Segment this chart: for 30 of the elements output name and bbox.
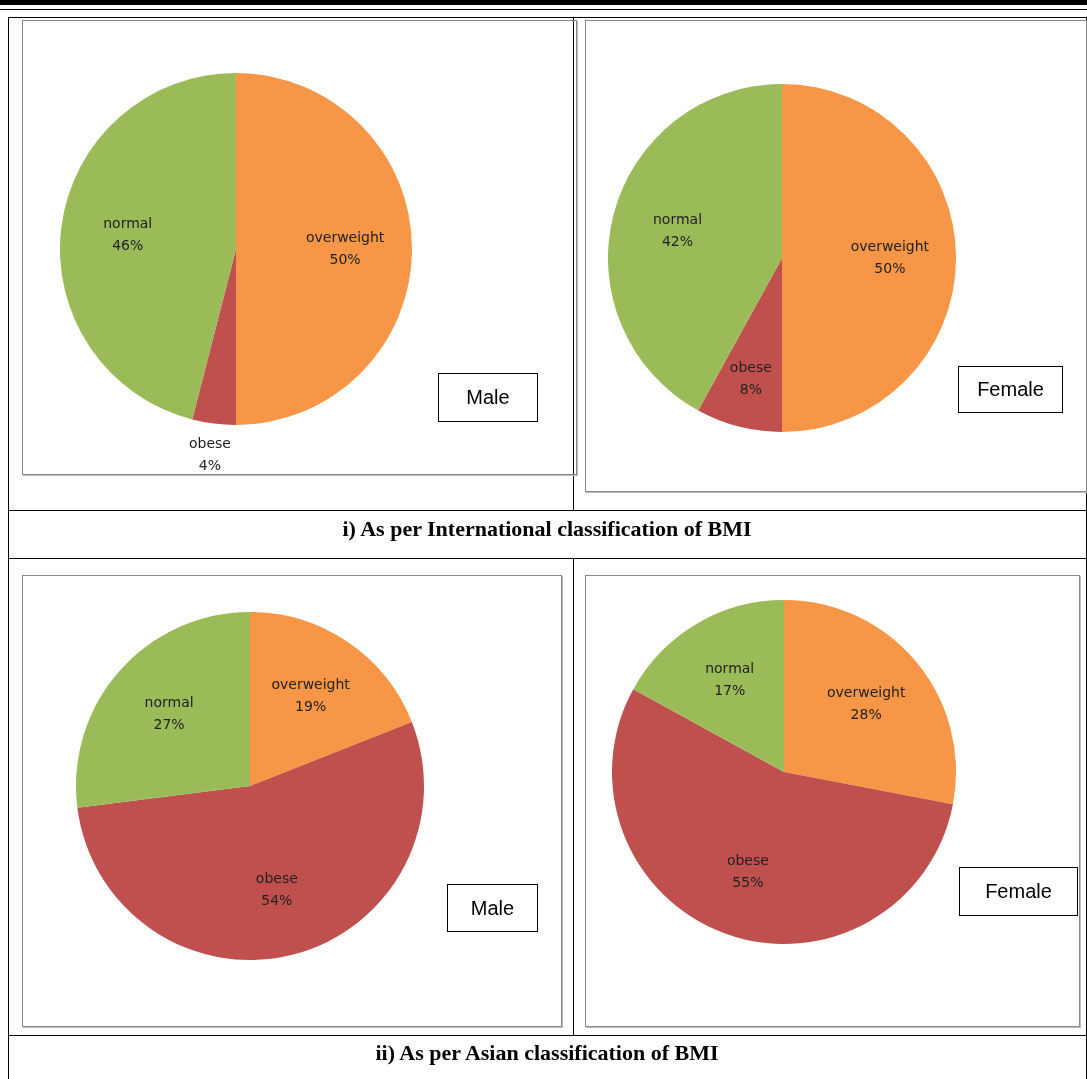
slice-label: obese xyxy=(726,851,769,868)
slice-label: obese xyxy=(729,358,772,375)
text: i) As per International classification of BMI xyxy=(341,516,753,542)
data-label: 17% xyxy=(714,681,746,698)
data-label: 46% xyxy=(112,236,144,253)
slice-label: normal xyxy=(652,210,703,227)
text: Male xyxy=(438,373,538,422)
data-label: 55% xyxy=(732,873,764,890)
data-label: 8% xyxy=(739,380,762,397)
slice-label: overweight xyxy=(850,237,930,254)
data-label: 4% xyxy=(198,456,222,473)
data-label: 28% xyxy=(850,705,882,722)
data-label: 27% xyxy=(153,716,185,733)
text: Female xyxy=(958,366,1063,413)
text: Female xyxy=(959,867,1078,916)
data-label: 50% xyxy=(874,259,906,276)
data-label: 19% xyxy=(295,698,327,715)
slice-label: obese xyxy=(255,870,298,887)
data-label: 50% xyxy=(329,250,361,267)
slice-label: normal xyxy=(144,694,194,711)
slice-label: overweight xyxy=(826,683,906,700)
slice-label: normal xyxy=(103,214,153,231)
slice-label: overweight xyxy=(305,228,385,245)
data-label: 54% xyxy=(261,892,293,909)
data-label: 42% xyxy=(661,232,694,249)
text: ii) As per Asian classification of BMI xyxy=(374,1040,720,1066)
slice-label: normal xyxy=(705,659,755,676)
slice-label: obese xyxy=(188,434,231,451)
slice-label: overweight xyxy=(271,676,351,693)
text: Male xyxy=(447,884,538,932)
